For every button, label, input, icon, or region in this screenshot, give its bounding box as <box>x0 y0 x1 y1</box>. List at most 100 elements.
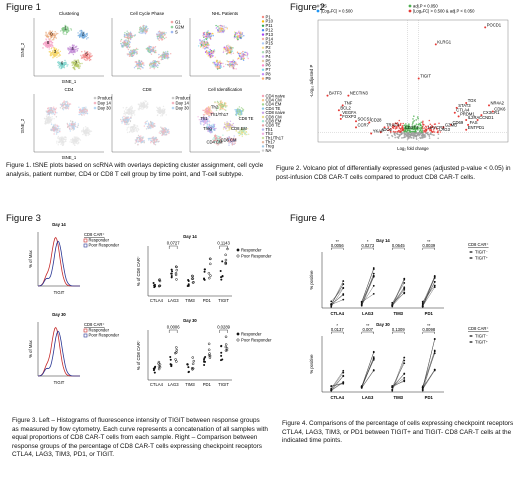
tigit-pos-dot <box>433 368 436 371</box>
paired-line <box>331 284 344 305</box>
tigit-pos-dot <box>342 283 345 286</box>
category-tick-label: LAG3 <box>168 382 179 387</box>
legend-label: NS <box>321 3 327 8</box>
responder-dot <box>170 268 173 271</box>
significance-bracket <box>392 331 405 334</box>
tigit-pos-dot <box>342 369 345 372</box>
paired-line <box>392 292 405 306</box>
responder-dot <box>170 365 173 368</box>
legend-label: P8 <box>266 72 272 77</box>
tigit-neg-dot <box>330 303 333 306</box>
responder-dot <box>187 283 190 286</box>
paired-line <box>392 278 405 306</box>
significance-bracket <box>422 247 435 250</box>
gene-label: CD28 <box>371 117 382 122</box>
tigit-pos-dot <box>372 293 375 295</box>
gene-point <box>341 104 344 107</box>
tsne-x-axis-title: tSNE_1 <box>62 155 77 160</box>
gene-label: SOCS1 <box>358 116 373 121</box>
responder-dot <box>171 270 174 273</box>
legend-label: P13 <box>266 32 274 37</box>
legend-swatch <box>408 4 412 8</box>
legend-swatch <box>470 251 472 253</box>
responder-dot <box>153 283 156 286</box>
p-value-label: 0.0006 <box>167 325 180 330</box>
gene-label: STAT3 <box>458 103 471 108</box>
paired-line <box>331 382 344 391</box>
legend-swatch <box>171 96 175 100</box>
paired-line <box>422 351 435 391</box>
tigit-neg-dot <box>421 305 424 307</box>
poor-responder-dot <box>224 343 228 346</box>
tigit-pos-dot <box>433 284 436 287</box>
responder-dot <box>203 268 206 271</box>
paired-line <box>392 360 405 391</box>
legend-label: P15 <box>266 41 274 46</box>
poor-responder-dot <box>157 360 161 364</box>
histogram-y-label: % of Max <box>28 249 33 267</box>
legend-label: CD8 naive <box>266 110 286 115</box>
legend-swatch <box>316 9 320 13</box>
category-tick-label: PD1 <box>203 382 212 387</box>
poor-responder-dot <box>158 278 161 281</box>
responder-dot <box>220 278 223 281</box>
legend-label: Product <box>98 95 113 100</box>
tigit-pos-dot <box>342 287 345 290</box>
tigit-pos-dot <box>372 284 375 287</box>
legend-label: |Log₂FC| > 0.500 & adj.P < 0.050 <box>413 8 475 13</box>
tigit-neg-dot <box>421 388 424 391</box>
category-tick-label: LAG3 <box>362 311 374 316</box>
legend-swatch <box>408 9 412 13</box>
category-tick-label: TIM3 <box>393 395 403 400</box>
gene-label: GZMB <box>445 122 457 127</box>
legend-swatch <box>261 111 265 115</box>
poor-responder-dot <box>157 367 161 371</box>
legend-label: CD4 TE <box>266 106 281 111</box>
gene-point <box>465 119 468 122</box>
tsne-panel-title: NHL Patients <box>212 11 239 16</box>
significance-bracket <box>331 247 344 250</box>
tsne-panel-title: Cell Identification <box>208 87 243 92</box>
tigit-pos-dot <box>342 280 345 282</box>
gene-point <box>379 131 382 134</box>
tigit-pos-dot <box>403 377 406 379</box>
figure4-paired-plots: Day 14% positiveCTLA40.0056**LAG30.0273*… <box>309 238 489 400</box>
cluster-number: 6 <box>61 60 64 65</box>
legend-swatch <box>261 24 265 27</box>
paired-line <box>422 285 435 302</box>
cluster-number: 8 <box>47 40 50 45</box>
legend-swatch <box>83 328 88 333</box>
legend-label: P9 <box>266 76 272 81</box>
legend-swatch <box>261 128 265 131</box>
histogram-poor-responder-curve <box>37 330 80 377</box>
legend-label: P3 <box>266 50 272 55</box>
category-tick-label: PD1 <box>425 311 434 316</box>
responder-dot <box>169 355 172 358</box>
poor-responder-dot <box>192 281 195 284</box>
paired-line <box>361 276 374 304</box>
cluster-number: 2 <box>82 31 85 36</box>
tigit-pos-dot <box>372 351 375 354</box>
gene-point <box>455 106 458 109</box>
responder-dot <box>220 354 223 357</box>
legend-swatch <box>261 59 265 63</box>
responder-dot <box>152 369 155 372</box>
legend-swatch <box>261 37 265 41</box>
tsne-scatter <box>197 100 250 146</box>
paired-legend-title: CD8 CAR⁺ <box>468 326 489 331</box>
poor-responder-dot <box>175 268 179 272</box>
gene-label: FAS <box>470 120 478 125</box>
category-tick-label: CTLA4 <box>150 382 164 387</box>
significance-stars: * <box>336 323 338 328</box>
poor-responder-dot <box>208 276 211 280</box>
figure4-caption: Figure 4. Comparisons of the percentage … <box>282 420 514 445</box>
gene-label: NR4A2 <box>491 100 505 105</box>
legend-label: Treg <box>266 144 275 149</box>
legend-label: Day 14 <box>176 100 190 105</box>
category-tick-label: CTLA4 <box>331 311 345 316</box>
tigit-pos-dot <box>372 267 375 269</box>
legend-swatch <box>261 141 265 144</box>
gene-point <box>467 123 470 126</box>
poor-responder-dot <box>224 258 228 262</box>
legend-swatch <box>261 55 265 58</box>
